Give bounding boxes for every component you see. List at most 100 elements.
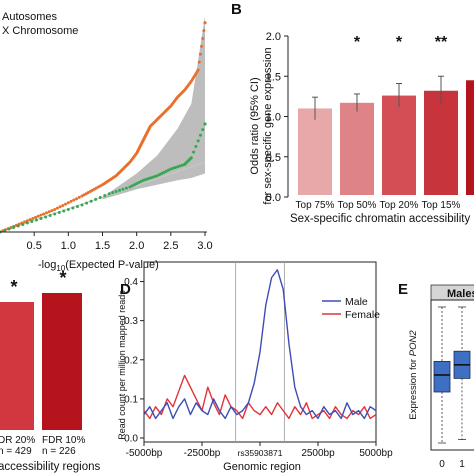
b-category-label: Top 50%: [338, 200, 377, 211]
c-star-1: *: [10, 277, 17, 297]
x-chromosome-point: [142, 178, 145, 182]
d-x-ticks: -5000bp -2500bp rs35903871 2500bp 5000bp: [126, 442, 393, 459]
x-chromosome-point: [98, 196, 102, 199]
x-chromosome-point: [39, 217, 43, 220]
panel-c: * * DR 20% n = 429 FDR 10% n = 226 acces…: [0, 268, 101, 473]
panel-b-letter: B: [231, 1, 242, 18]
b-significance: *: [396, 34, 403, 51]
e-box: [433, 360, 451, 393]
x-chromosome-point: [157, 173, 161, 177]
legend-x-chromosome: X Chromosome: [2, 25, 78, 37]
legend-male: Male: [345, 296, 368, 308]
c-bar1-label-bottom: n = 429: [0, 446, 32, 457]
autosome-point: [42, 212, 46, 216]
x-chromosome-point: [192, 150, 196, 154]
x-chromosome-point: [155, 174, 159, 178]
x-chromosome-point: [12, 226, 16, 229]
b-bars: Top 75%*Top 50%*Top 20%**Top 15%*Top: [296, 34, 474, 211]
x-chromosome-point: [89, 199, 93, 203]
e-xtick-1: 1: [459, 459, 465, 470]
male-line: [143, 269, 377, 420]
x-chromosome-point: [121, 187, 125, 191]
x-chromosome-point: [71, 206, 75, 210]
c-bars: [0, 293, 82, 430]
x-chromosome-point: [178, 164, 182, 168]
b-y-tick-label: 1.5: [266, 71, 281, 83]
autosome-point: [75, 197, 79, 201]
legend-autosomes: Autosomes: [2, 11, 58, 23]
b-y-ticks: 0.0 0.5 1.0 1.5 2.0: [266, 31, 288, 204]
b-category-label: Top 20%: [380, 200, 419, 211]
a-x-tick-label: 1.5: [95, 240, 110, 252]
x-chromosome-point: [162, 170, 166, 174]
d-y-tick-label: 0.3: [124, 316, 138, 327]
d-x-tick-label: -2500bp: [184, 448, 221, 459]
d-ylabel: Read count per million mapped reads: [117, 290, 127, 440]
d-x-tick-label: 5000bp: [359, 448, 393, 459]
x-chromosome-point: [148, 176, 152, 180]
e-header: Males: [447, 288, 474, 300]
x-chromosome-point: [25, 221, 29, 225]
a-x-tick-label: 3.0: [197, 240, 212, 252]
autosome-point: [198, 52, 202, 56]
b-y-tick-label: 0.5: [266, 152, 281, 164]
autosome-point: [34, 215, 38, 219]
b-significance: *: [354, 34, 361, 51]
panel-e-letter: E: [398, 281, 408, 298]
a-x-tick-label: 1.0: [61, 240, 76, 252]
x-chromosome-point: [34, 218, 38, 222]
e-xtick-0: 0: [439, 459, 445, 470]
x-chromosome-point: [128, 185, 132, 189]
b-bar: [340, 102, 374, 195]
a-xlabel: -log10(Expected P-value): [38, 259, 159, 273]
b-bar: [298, 108, 332, 195]
autosome-point: [202, 29, 206, 33]
d-y-ticks: 0.0 0.1 0.2 0.3 0.4: [124, 277, 144, 445]
autosome-point: [39, 213, 43, 217]
autosome-point: [44, 211, 48, 215]
legend-female: Female: [345, 309, 380, 321]
a-x-tick-label: 2.0: [129, 240, 144, 252]
qq-confidence-band: [102, 16, 205, 200]
x-chromosome-point: [151, 175, 155, 179]
autosome-point: [50, 209, 54, 213]
panel-e: E Males Expression for PON2 0 1: [398, 281, 474, 470]
b-category-label: Top 75%: [296, 200, 335, 211]
x-chromosome-point: [62, 209, 66, 213]
autosome-point: [69, 199, 73, 203]
c-bar: [0, 302, 34, 430]
panel-a: 0.5 1.0 1.5 2.0 2.5 3.0 -log10(Expected P-val…: [0, 11, 213, 273]
x-chromosome-point: [75, 205, 79, 208]
autosome-point: [25, 219, 29, 223]
x-chromosome-point: [160, 172, 164, 175]
d-x-tick-label: 2500bp: [301, 448, 335, 459]
d-x-tick-label: rs35903871: [238, 448, 283, 458]
e-boxes: [433, 306, 471, 444]
autosome-point: [58, 205, 62, 209]
b-significance: **: [435, 34, 448, 51]
qq-band-area: [102, 16, 205, 200]
x-chromosome-point: [132, 183, 136, 187]
x-chromosome-point: [48, 214, 52, 217]
panel-b: B Odds ratio (95% CI) for sex-specific g…: [231, 1, 474, 225]
x-chromosome-point: [53, 212, 57, 216]
e-plot-frame: [430, 299, 474, 451]
d-xlabel: Genomic region: [223, 461, 301, 473]
c-bar1-label-top: DR 20%: [0, 435, 35, 446]
x-chromosome-point: [80, 203, 84, 207]
d-y-tick-label: 0.0: [124, 434, 138, 445]
x-chromosome-point: [135, 182, 139, 186]
c-bar: [42, 293, 82, 430]
x-chromosome-point: [198, 133, 202, 137]
a-x-tick-label: 2.5: [163, 240, 178, 252]
b-category-label: Top 15%: [422, 200, 461, 211]
x-chromosome-point: [153, 175, 157, 178]
qq-points: [0, 21, 207, 234]
x-chromosome-point: [189, 156, 193, 160]
b-bar: [424, 90, 458, 195]
c-bar2-label-top: FDR 10%: [42, 435, 85, 446]
x-chromosome-point: [137, 181, 141, 184]
x-chromosome-point: [114, 190, 118, 193]
x-chromosome-point: [171, 166, 175, 170]
x-chromosome-point: [180, 163, 184, 167]
